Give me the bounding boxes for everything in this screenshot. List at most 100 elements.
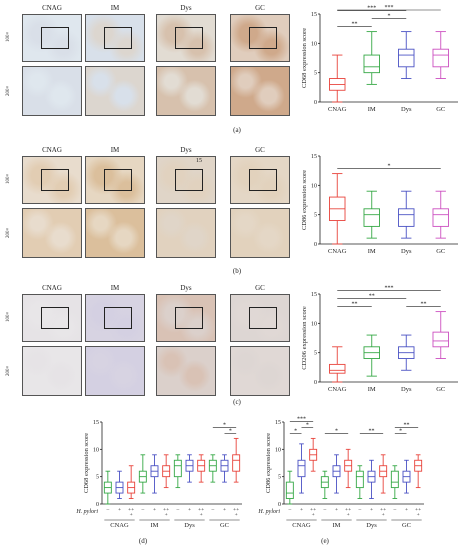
significance-label: *	[306, 422, 309, 428]
y-tick-label: 5	[96, 475, 99, 481]
ihc-image-100x	[22, 294, 82, 342]
box-2	[398, 190, 415, 239]
zoom-region-box	[41, 169, 69, 191]
box-2	[398, 334, 415, 371]
zoom-region-box	[249, 307, 277, 329]
box-iqr	[432, 331, 449, 348]
ihc-image-200x	[85, 346, 145, 396]
box-iqr	[173, 459, 182, 478]
box-iqr	[390, 470, 399, 489]
column-header-cnag: CNAG	[42, 284, 62, 292]
y-tick-label: 15	[275, 420, 281, 426]
box-2	[127, 465, 136, 499]
ihc-image-100x	[156, 294, 216, 342]
column-header-gc: GC	[255, 4, 265, 12]
hpylori-level-label: +	[223, 507, 226, 513]
hpylori-level-label: +	[188, 507, 191, 513]
hpylori-level-label: ++	[380, 507, 386, 513]
column-header-im: IM	[110, 146, 120, 154]
significance-label: *	[229, 428, 232, 434]
hpylori-level-label: ++	[198, 507, 204, 513]
column-header-im: IM	[110, 284, 120, 292]
box-1	[363, 334, 380, 377]
ihc-image-200x	[22, 66, 82, 116]
box-0	[329, 54, 346, 103]
ihc-image-100x	[22, 14, 82, 62]
box-5	[344, 448, 353, 489]
panel-label-d: (d)	[138, 537, 148, 545]
x-tick-label: GC	[436, 248, 445, 255]
box-2	[398, 31, 415, 79]
significance-label: **	[421, 302, 427, 308]
significance-label: **	[352, 22, 358, 28]
hpylori-row-label: H. pylori	[258, 509, 280, 515]
significance-label: ***	[367, 6, 376, 12]
box-3	[320, 470, 329, 499]
y-tick-label: 10	[311, 321, 317, 327]
y-axis-label: CD86 expression score	[265, 433, 272, 493]
y-tick-label: 10	[93, 447, 99, 453]
x-tick-label: CNAG	[328, 248, 347, 255]
y-axis-label: CD68 expression score	[301, 28, 308, 88]
y-axis-label: CD86 expression score	[301, 170, 308, 230]
box-6	[355, 465, 364, 499]
ihc-image-100x	[230, 294, 290, 342]
magnification-label: 100×	[6, 173, 11, 184]
box-3	[432, 190, 449, 239]
x-group-label: Dys	[184, 522, 195, 529]
panel-label-e: (e)	[321, 537, 329, 545]
ihc-image-100x	[156, 14, 216, 62]
x-group-label: IM	[333, 522, 341, 529]
hpylori-level-label: ++	[163, 507, 169, 513]
x-tick-label: IM	[368, 248, 376, 255]
x-tick-label: GC	[436, 106, 445, 113]
panel-label-a: (a)	[233, 126, 241, 134]
column-header-dys: Dys	[180, 284, 192, 292]
chart-cd206-by-stage: 0 5 10 15 CD206 expression score CNAG IM Dys GC *…	[301, 286, 458, 393]
hpylori-level-label: ++	[345, 507, 351, 513]
box-6	[173, 454, 182, 489]
box-0	[329, 173, 346, 245]
hpylori-level-label: –	[105, 507, 109, 513]
x-tick-label: CNAG	[328, 386, 347, 393]
ihc-image-200x	[230, 66, 290, 116]
hpylori-level-label: +	[370, 507, 373, 513]
column-header-gc: GC	[255, 284, 265, 292]
ihc-image-200x	[85, 66, 145, 116]
significance-label: *	[388, 164, 391, 170]
box-7	[367, 459, 376, 499]
box-10	[220, 454, 229, 483]
box-iqr	[355, 470, 364, 489]
significance-label: *	[388, 14, 391, 20]
x-tick-label: GC	[436, 386, 445, 393]
hpylori-level-label: +	[300, 507, 303, 513]
significance-label: **	[404, 422, 410, 428]
y-tick-label: 5	[278, 475, 281, 481]
box-3	[432, 31, 449, 79]
x-tick-label: IM	[368, 106, 376, 113]
hpylori-level-label: +	[312, 512, 315, 518]
box-iqr	[432, 48, 449, 68]
x-tick-label: CNAG	[328, 106, 347, 113]
ihc-image-100x	[85, 14, 145, 62]
hpylori-level-label: +	[153, 507, 156, 513]
box-1	[297, 443, 306, 494]
hpylori-level-label: +	[118, 507, 121, 513]
zoom-region-box	[41, 27, 69, 49]
significance-label: **	[369, 294, 375, 300]
ihc-image-100x	[85, 156, 145, 204]
box-5	[162, 454, 171, 489]
box-8	[197, 454, 206, 483]
magnification-label: 100×	[6, 311, 11, 322]
y-axis-label: CD206 expression score	[301, 306, 308, 370]
box-iqr	[398, 48, 415, 68]
y-tick-label: 0	[314, 100, 317, 106]
box-iqr	[363, 54, 380, 74]
y-tick-label: 0	[314, 380, 317, 386]
y-tick-label: 15	[311, 12, 317, 18]
column-header-cnag: CNAG	[42, 4, 62, 12]
ihc-image-100x	[156, 156, 216, 204]
zoom-region-box	[175, 27, 203, 49]
